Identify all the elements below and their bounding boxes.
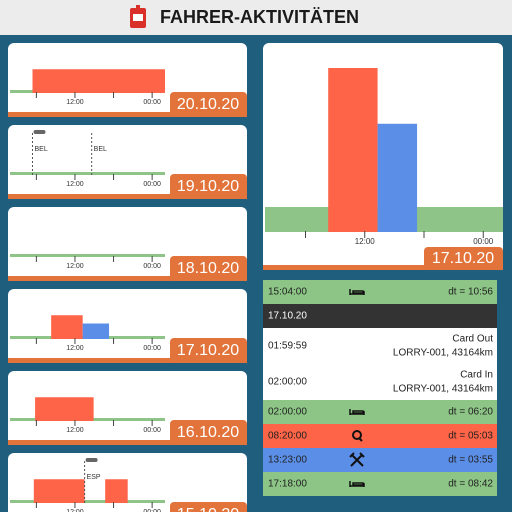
tick-label: 12:00 <box>66 263 84 270</box>
tick-label: 12:00 <box>355 237 376 246</box>
tick-label: 12:00 <box>66 181 84 188</box>
marker-icon <box>33 130 46 134</box>
date-tag <box>170 338 247 363</box>
event-name: Card In <box>460 370 493 381</box>
list-activity-row <box>263 424 497 448</box>
rest-band <box>10 172 165 175</box>
tick-label: 12:00 <box>66 509 84 512</box>
card-strip <box>8 358 247 363</box>
activity-block <box>51 315 83 339</box>
bed-icon <box>349 409 365 415</box>
activity-time: 17:18:00 <box>268 479 307 490</box>
activity-duration: dt = 08:42 <box>448 479 493 490</box>
header-bar <box>0 0 512 35</box>
date-tag <box>424 247 503 270</box>
date-tag <box>170 92 247 117</box>
tick-label: 00:00 <box>143 181 161 188</box>
marker-label: BEL <box>35 146 48 153</box>
event-name: Card Out <box>452 334 493 345</box>
activity-icon <box>349 289 365 295</box>
activity-block <box>32 69 165 93</box>
marker-label: BEL <box>94 146 107 153</box>
bed-icon <box>349 289 365 295</box>
activity-duration: dt = 05:03 <box>448 431 493 442</box>
tick-label: 12:00 <box>66 99 84 106</box>
work-icon <box>349 452 365 467</box>
date-label: 18.10.20 <box>177 260 239 277</box>
tick-label: 00:00 <box>143 99 161 106</box>
card-strip <box>8 440 247 445</box>
activity-time: 13:23:00 <box>268 455 307 466</box>
activity-icon <box>349 409 365 415</box>
wheel-icon <box>352 430 362 440</box>
activity-icon <box>349 452 365 467</box>
date-label: 17.10.20 <box>177 342 239 359</box>
tick-label: 00:00 <box>143 345 161 352</box>
list-event-row <box>263 364 497 400</box>
activity-block <box>33 479 85 503</box>
event-detail: LORRY-001, 43164km <box>393 384 493 395</box>
activity-time: 15:04:00 <box>268 287 307 298</box>
marker-icon <box>85 458 98 462</box>
activity-block <box>105 479 128 503</box>
activity-block <box>328 68 378 232</box>
activity-duration: dt = 10:56 <box>448 287 493 298</box>
list-activity-row <box>263 400 497 424</box>
list-activity-row <box>263 280 497 304</box>
date-label: 16.10.20 <box>177 424 239 441</box>
list-event-row <box>263 328 497 364</box>
date-tag <box>170 420 247 445</box>
event-time: 01:59:59 <box>268 341 307 352</box>
date-label: 15.10.20 <box>177 506 239 512</box>
date-tag <box>170 256 247 281</box>
app-logo <box>130 5 146 28</box>
tick-label: 00:00 <box>143 427 161 434</box>
activity-block <box>377 123 418 232</box>
activity-block <box>82 323 110 339</box>
event-time: 02:00:00 <box>268 377 307 388</box>
activity-icon <box>349 481 365 487</box>
list-heading-row <box>263 304 497 328</box>
marker-label: ESP <box>87 474 101 481</box>
header-title: FAHRER-AKTIVITÄTEN <box>160 7 359 27</box>
card-strip <box>8 194 247 199</box>
activity-duration: dt = 06:20 <box>448 407 493 418</box>
activity-block <box>35 397 94 421</box>
card-strip <box>8 112 247 117</box>
tick-label: 00:00 <box>143 263 161 270</box>
activity-time: 08:20:00 <box>268 431 307 442</box>
wheel-icon <box>358 437 363 442</box>
event-detail: LORRY-001, 43164km <box>393 348 493 359</box>
tick-label: 12:00 <box>66 427 84 434</box>
tick-label: 00:00 <box>473 237 494 246</box>
activity-duration: dt = 03:55 <box>448 455 493 466</box>
date-tag <box>170 174 247 199</box>
list-activity-row <box>263 472 497 496</box>
rest-band <box>10 500 165 503</box>
activity-time: 02:00:00 <box>268 407 307 418</box>
date-label: 17.10.20 <box>432 250 494 267</box>
card-strip <box>263 265 503 270</box>
tick-label: 00:00 <box>143 509 161 512</box>
bed-icon <box>349 481 365 487</box>
list-activity-row <box>263 448 497 472</box>
date-label: 20.10.20 <box>177 96 239 113</box>
date-tag <box>170 502 247 512</box>
rest-band <box>10 254 165 257</box>
list-heading: 17.10.20 <box>268 311 307 322</box>
activity-icon <box>352 430 363 442</box>
card-strip <box>8 276 247 281</box>
date-label: 19.10.20 <box>177 178 239 195</box>
tick-label: 12:00 <box>66 345 84 352</box>
